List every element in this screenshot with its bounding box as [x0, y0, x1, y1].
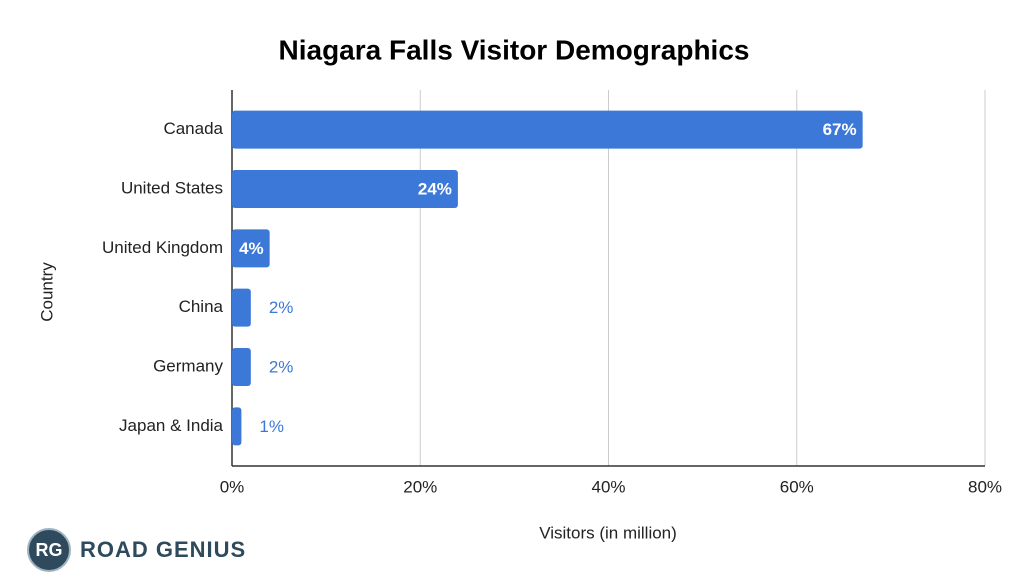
y-tick-label: United States: [121, 178, 223, 197]
logo-circle: [27, 528, 71, 572]
data-label: 67%: [823, 120, 857, 139]
x-axis-label: Visitors (in million): [539, 523, 677, 542]
y-tick-label: China: [179, 297, 224, 316]
y-tick-label: Japan & India: [119, 416, 224, 435]
logo-initials: RG: [36, 540, 63, 560]
chart-title: Niagara Falls Visitor Demographics: [279, 34, 750, 65]
data-label: 24%: [418, 179, 452, 198]
bar: [232, 348, 251, 386]
bar: [232, 407, 242, 446]
bar: [232, 170, 458, 208]
data-label: 2%: [269, 357, 294, 376]
x-tick-label: 20%: [403, 477, 437, 496]
y-tick-label: Canada: [163, 119, 223, 138]
x-tick-label: 80%: [968, 477, 1002, 496]
y-axis-label: Country: [37, 262, 56, 322]
brand-logo: RG ROAD GENIUS: [27, 528, 246, 572]
x-tick-label: 60%: [780, 477, 814, 496]
logo-name: ROAD GENIUS: [80, 537, 246, 562]
bar: [232, 110, 863, 149]
y-tick-label: United Kingdom: [102, 238, 223, 257]
x-tick-label: 0%: [220, 477, 245, 496]
data-label: 1%: [259, 417, 284, 436]
x-tick-label: 40%: [591, 477, 625, 496]
data-label: 4%: [239, 239, 264, 258]
bar: [232, 288, 251, 327]
data-label: 2%: [269, 298, 294, 317]
y-tick-label: Germany: [153, 356, 223, 375]
bar: [232, 229, 270, 268]
